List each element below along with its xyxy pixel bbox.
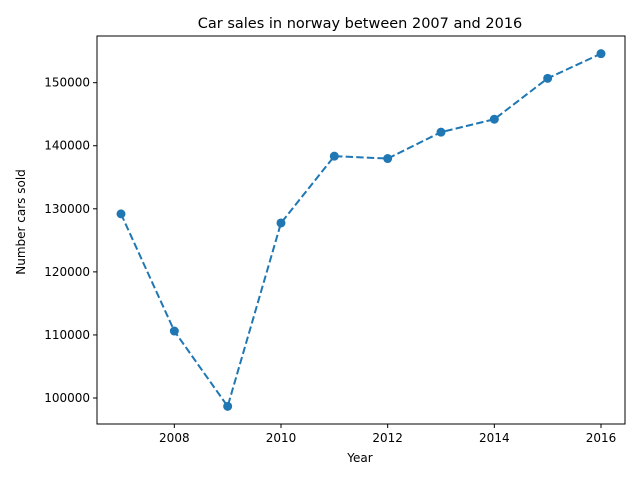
data-point xyxy=(596,49,606,59)
y-tick-label: 140000 xyxy=(44,139,90,153)
data-point xyxy=(329,151,339,161)
x-axis-label: Year xyxy=(346,451,372,465)
data-point xyxy=(223,401,233,411)
data-point xyxy=(276,218,286,228)
y-tick-label: 100000 xyxy=(44,391,90,405)
data-point xyxy=(169,326,179,336)
x-tick-label: 2010 xyxy=(266,431,297,445)
y-tick-label: 120000 xyxy=(44,265,90,279)
chart-title: Car sales in norway between 2007 and 201… xyxy=(198,16,523,32)
x-tick-label: 2008 xyxy=(159,431,190,445)
plot-area: 2008 2010 2012 2014 2016 100000 110000 120000 13… xyxy=(44,35,626,445)
series-line xyxy=(120,52,602,409)
x-tick-label: 2016 xyxy=(586,431,617,445)
data-point xyxy=(116,209,126,219)
y-tick-label: 150000 xyxy=(44,76,90,90)
axes-frame xyxy=(96,35,626,425)
x-tick-label: 2014 xyxy=(479,431,510,445)
y-axis-label: Number cars sold xyxy=(14,169,28,275)
data-point xyxy=(489,114,499,124)
x-tick-label: 2012 xyxy=(372,431,403,445)
data-point xyxy=(383,154,393,164)
y-tick-label: 110000 xyxy=(44,328,90,342)
y-tick-label: 130000 xyxy=(44,202,90,216)
data-point xyxy=(543,73,553,83)
data-point xyxy=(436,127,446,137)
